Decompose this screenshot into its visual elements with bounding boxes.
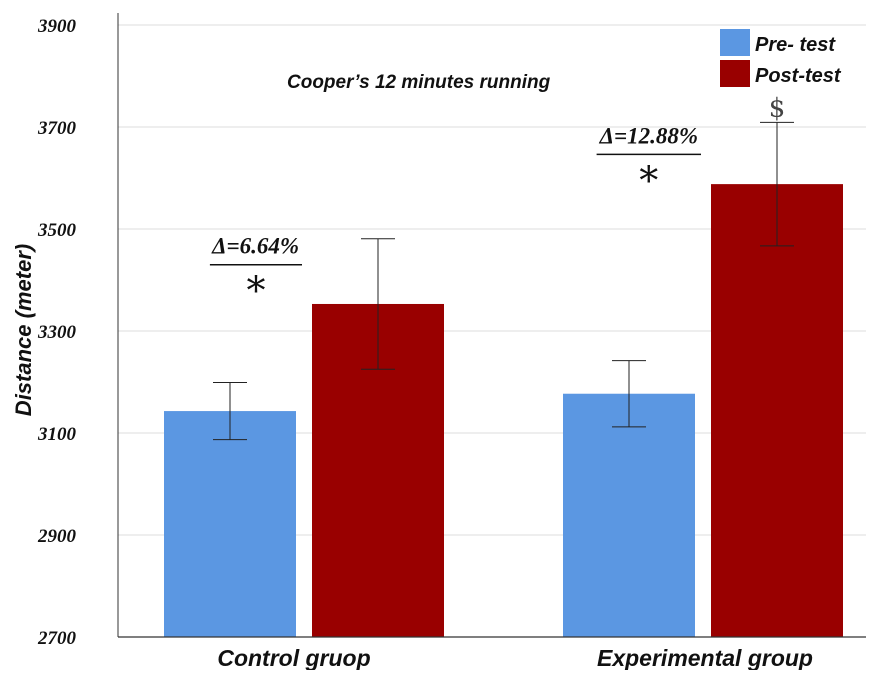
bar-pre-test-1 (563, 394, 695, 637)
significance-star: * (639, 158, 658, 202)
category-labels: Control gruop Experimental group (217, 645, 813, 670)
chart-title: Cooper’s 12 minutes running (287, 72, 551, 93)
y-tick-labels: 2700 2900 3100 3300 3500 3700 3900 (37, 16, 77, 649)
legend: Pre- test Post-test (720, 29, 842, 87)
x-category-label: Control gruop (217, 645, 370, 670)
y-tick-label: 3300 (37, 322, 77, 343)
annotations: Δ=6.64% * Δ=12.88% * $ (210, 93, 785, 312)
error-bars (213, 122, 794, 439)
legend-label-post-test: Post-test (755, 65, 842, 87)
significance-star: * (246, 269, 265, 313)
y-tick-label: 2900 (37, 526, 77, 547)
y-tick-label: 3500 (37, 220, 77, 241)
x-category-label: Experimental group (597, 645, 813, 670)
delta-annotation: Δ=12.88% (599, 123, 698, 148)
y-tick-label: 3100 (37, 424, 77, 445)
delta-annotation: Δ=6.64% (211, 234, 299, 259)
legend-swatch-post-test (720, 60, 750, 87)
y-axis-label: Distance (meter) (11, 244, 36, 416)
y-tick-label: 3700 (37, 118, 77, 139)
significance-dollar: $ (769, 93, 786, 123)
legend-swatch-pre-test (720, 29, 750, 56)
y-tick-label: 3900 (37, 16, 77, 37)
y-tick-label: 2700 (37, 628, 77, 649)
bar-post-test-1 (711, 184, 843, 637)
bar-pre-test-0 (164, 411, 296, 637)
legend-label-pre-test: Pre- test (755, 34, 836, 56)
